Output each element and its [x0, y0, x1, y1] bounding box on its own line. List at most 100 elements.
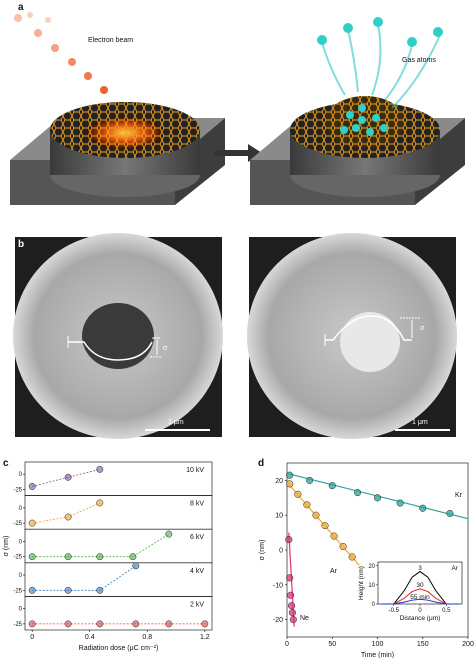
subplot-frame	[24, 495, 213, 530]
point	[286, 480, 294, 488]
y-tick-label: -10	[273, 582, 283, 589]
x-tick-label: 100	[372, 641, 384, 648]
subplot-label: 2 kV	[190, 601, 204, 608]
x-tick-label: 50	[328, 641, 336, 648]
x-tick-label: 0	[285, 641, 289, 648]
point	[96, 586, 104, 594]
x-tick-label: 200	[462, 641, 474, 648]
dashed-line	[32, 565, 136, 591]
point	[132, 620, 140, 628]
panel-label: b	[18, 239, 24, 250]
y-tick-label: 20	[368, 564, 375, 570]
point	[64, 513, 72, 521]
point	[96, 465, 104, 473]
gas-label: Ar	[452, 565, 459, 572]
series-label: Ar	[330, 568, 338, 575]
subplot-frame	[24, 596, 213, 631]
point	[28, 586, 36, 594]
scale-label: 1 μm	[168, 419, 184, 426]
y-tick-label: -25	[13, 487, 22, 493]
y-tick-label: 20	[275, 478, 283, 485]
point	[64, 620, 72, 628]
x-tick-label: 1.2	[200, 634, 210, 641]
dashed-line	[32, 533, 170, 558]
dashed-line	[32, 468, 100, 487]
inset-frame	[377, 561, 463, 605]
point	[96, 499, 104, 507]
scale-label: 1 μm	[412, 419, 428, 426]
y-axis-label: σ (nm)	[259, 540, 266, 561]
y-tick-label: 0	[19, 506, 23, 512]
x-axis-label: Time (min)	[361, 652, 394, 658]
point	[348, 553, 356, 561]
illustration-right	[250, 17, 465, 205]
y-tick-label: 0	[19, 539, 23, 545]
arrow	[215, 144, 262, 162]
point	[286, 574, 294, 582]
point	[28, 620, 36, 628]
x-tick-label: 0.5	[442, 608, 451, 614]
sem-right	[247, 233, 457, 439]
point	[330, 532, 338, 540]
y-tick-label: 10	[275, 513, 283, 520]
illustration-left	[10, 12, 225, 205]
y-tick-label: -25	[13, 588, 22, 594]
point	[201, 620, 209, 628]
x-axis-label: Radiation dose (μC cm⁻²)	[79, 645, 159, 652]
subplot-label: 6 kV	[190, 534, 204, 541]
y-tick-label: 0	[19, 607, 23, 613]
x-tick-label: 0	[418, 608, 422, 614]
y-tick-label: 0	[279, 548, 283, 555]
point	[132, 562, 140, 570]
beam-label: Electron beam	[88, 37, 133, 44]
profile-label: 30	[416, 582, 424, 589]
dashed-line	[32, 502, 100, 524]
point	[165, 530, 173, 538]
point	[446, 509, 454, 518]
subplot-frame	[24, 528, 213, 564]
point	[96, 620, 104, 628]
y-tick-label: -25	[13, 555, 22, 561]
point	[129, 553, 137, 561]
point	[396, 499, 404, 507]
subplot-label: 8 kV	[190, 501, 204, 508]
profile-label: 55 min	[410, 594, 430, 601]
y-tick-label: -25	[13, 521, 22, 527]
point	[64, 553, 72, 561]
point	[339, 542, 347, 551]
point	[28, 553, 36, 561]
point	[285, 536, 293, 544]
profile-label: 3	[418, 565, 422, 572]
panel-label: a	[18, 2, 24, 13]
subplot-frame	[24, 562, 213, 597]
gas-label: Gas atoms	[402, 57, 436, 64]
y-tick-label: 0	[19, 573, 23, 579]
sem-left	[13, 233, 223, 439]
point	[165, 620, 173, 628]
point	[328, 482, 336, 490]
subplot-label: 10 kV	[186, 467, 204, 474]
x-tick-label: 0.8	[142, 634, 152, 641]
y-tick-label: -25	[13, 622, 22, 628]
x-tick-label: 0	[30, 634, 34, 641]
series-label: Ne	[300, 615, 309, 622]
subplot-label: 4 kV	[190, 568, 204, 575]
series-label: Kr	[455, 492, 463, 499]
y-axis-label: σ (nm)	[3, 536, 10, 557]
x-tick-label: -0.5	[389, 608, 400, 614]
point	[321, 522, 329, 530]
point	[289, 616, 297, 624]
point	[28, 482, 36, 490]
subplot-frame	[24, 461, 213, 496]
y-tick-label: -20	[273, 617, 283, 624]
y-tick-label: 0	[372, 602, 376, 608]
point	[288, 609, 296, 617]
y-axis-label: Height (nm)	[358, 566, 365, 600]
point	[312, 511, 320, 519]
y-tick-label: 10	[368, 583, 375, 589]
point	[64, 586, 72, 594]
x-tick-label: 150	[417, 641, 429, 648]
point	[354, 489, 362, 497]
point	[287, 602, 296, 610]
